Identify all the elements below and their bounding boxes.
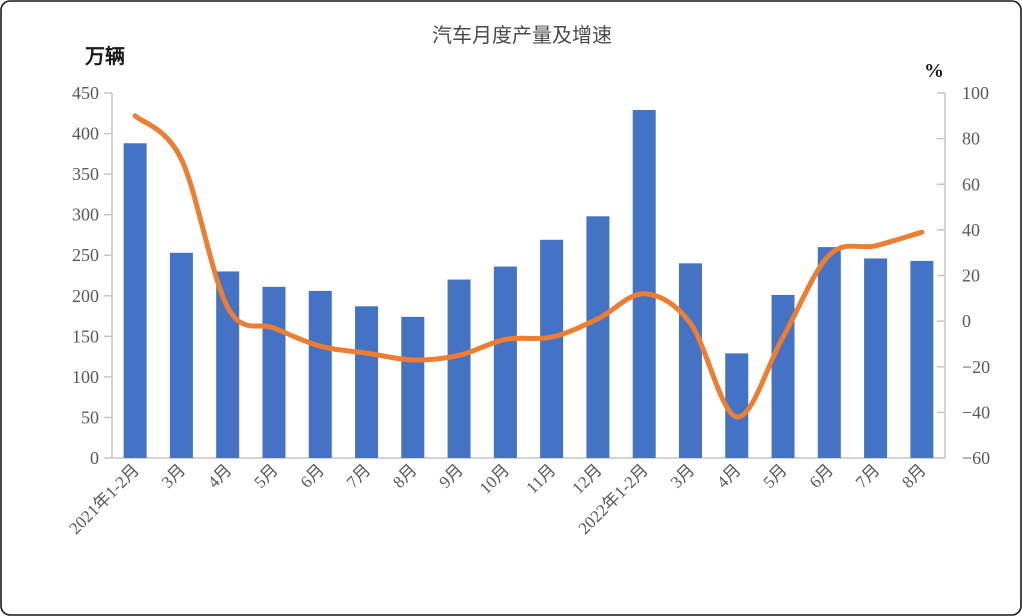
chart-title: 汽车月度产量及增速 bbox=[432, 24, 612, 47]
right-axis-tick-label: 40 bbox=[962, 220, 980, 240]
production-bar bbox=[401, 316, 425, 458]
right-axis-tick-label: 20 bbox=[962, 266, 980, 286]
production-bar bbox=[910, 260, 934, 458]
production-bar bbox=[169, 252, 193, 458]
production-bar bbox=[216, 271, 240, 458]
right-axis-unit-label: % bbox=[924, 60, 944, 82]
left-axis-unit-label: 万辆 bbox=[84, 44, 125, 68]
right-axis-tick-label: −20 bbox=[962, 357, 990, 377]
production-bar bbox=[262, 286, 286, 458]
left-axis-tick-label: 150 bbox=[72, 326, 99, 346]
production-bar bbox=[771, 294, 795, 458]
left-axis-tick-label: 300 bbox=[72, 205, 99, 225]
production-bar bbox=[493, 266, 517, 458]
left-axis-tick-label: 250 bbox=[72, 245, 99, 265]
production-bar bbox=[678, 263, 702, 458]
production-bar bbox=[864, 258, 888, 458]
growth-line bbox=[132, 113, 925, 420]
production-bar bbox=[447, 279, 471, 458]
right-axis-tick-label: 0 bbox=[962, 311, 971, 331]
left-axis-tick-label: 0 bbox=[90, 448, 99, 468]
right-axis-tick-label: 60 bbox=[962, 174, 980, 194]
left-axis-tick-label: 100 bbox=[72, 367, 99, 387]
production-bar bbox=[123, 143, 147, 459]
production-bar bbox=[586, 216, 610, 458]
right-axis-tick-label: −60 bbox=[962, 448, 990, 468]
right-axis-tick-label: −40 bbox=[962, 402, 990, 422]
production-bar bbox=[540, 239, 564, 458]
left-axis-tick-label: 200 bbox=[72, 286, 99, 306]
production-bar bbox=[817, 247, 841, 458]
left-axis-tick-label: 450 bbox=[72, 83, 99, 103]
production-bar bbox=[308, 290, 332, 458]
production-bar bbox=[355, 306, 379, 458]
left-axis-tick-label: 50 bbox=[81, 407, 99, 427]
left-axis-tick-label: 350 bbox=[72, 164, 99, 184]
left-axis-tick-label: 400 bbox=[72, 124, 99, 144]
right-axis-tick-label: 100 bbox=[962, 83, 989, 103]
production-bar bbox=[725, 353, 749, 458]
production-bar bbox=[632, 110, 656, 459]
right-axis-tick-label: 80 bbox=[962, 129, 980, 149]
